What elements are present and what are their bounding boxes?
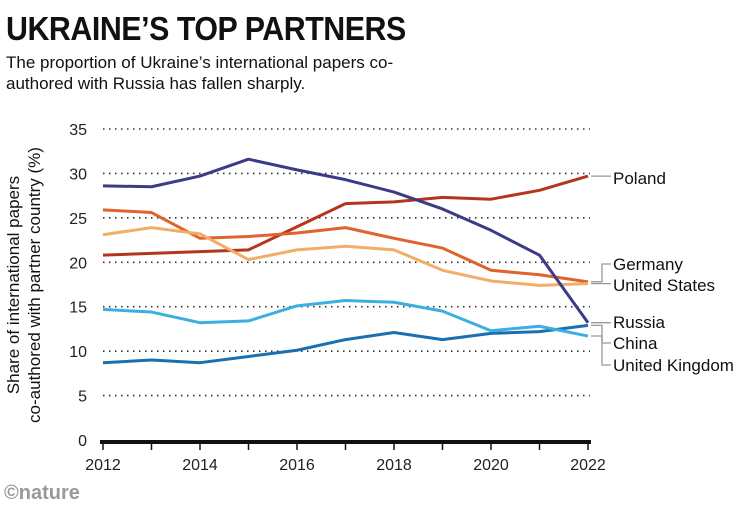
series-label: China <box>613 334 658 353</box>
series-label: United States <box>613 276 715 295</box>
chart-subtitle: The proportion of Ukraine’s internationa… <box>6 53 394 93</box>
y-tick-label: 30 <box>69 166 87 183</box>
series-label: Poland <box>613 169 666 188</box>
y-tick-label: 5 <box>78 389 87 406</box>
series-line-china <box>102 323 589 365</box>
x-tick-label: 2018 <box>376 457 412 474</box>
nature-logo: ©nature <box>4 482 80 504</box>
y-tick-label: 15 <box>69 300 87 317</box>
label-leader <box>591 263 611 283</box>
series-label: Russia <box>613 313 666 332</box>
x-tick-label: 2022 <box>570 457 606 474</box>
y-tick-label: 20 <box>69 255 87 272</box>
y-tick-label: 0 <box>78 433 87 450</box>
x-tick-label: 2016 <box>279 457 315 474</box>
x-tick-label: 2020 <box>473 457 509 474</box>
y-tick-label: 10 <box>69 344 87 361</box>
x-tick-label: 2012 <box>85 457 121 474</box>
series-line-russia <box>102 157 590 324</box>
label-leader <box>591 335 611 366</box>
series-label: Germany <box>613 255 683 274</box>
series-label: United Kingdom <box>613 356 734 375</box>
series-line-united-kingdom <box>102 298 589 338</box>
y-axis-label: co-authored with partner country (%) <box>25 147 44 423</box>
y-tick-label: 35 <box>69 122 87 139</box>
y-tick-label: 25 <box>69 211 87 228</box>
series-line-germany <box>102 208 589 284</box>
series-line-poland <box>102 174 589 257</box>
y-axis-label: Share of international papers <box>4 176 23 394</box>
x-tick-label: 2014 <box>182 457 218 474</box>
series-line-united-states <box>102 226 589 287</box>
label-leader <box>591 324 611 344</box>
chart-title: UKRAINE’S TOP PARTNERS <box>6 10 406 47</box>
